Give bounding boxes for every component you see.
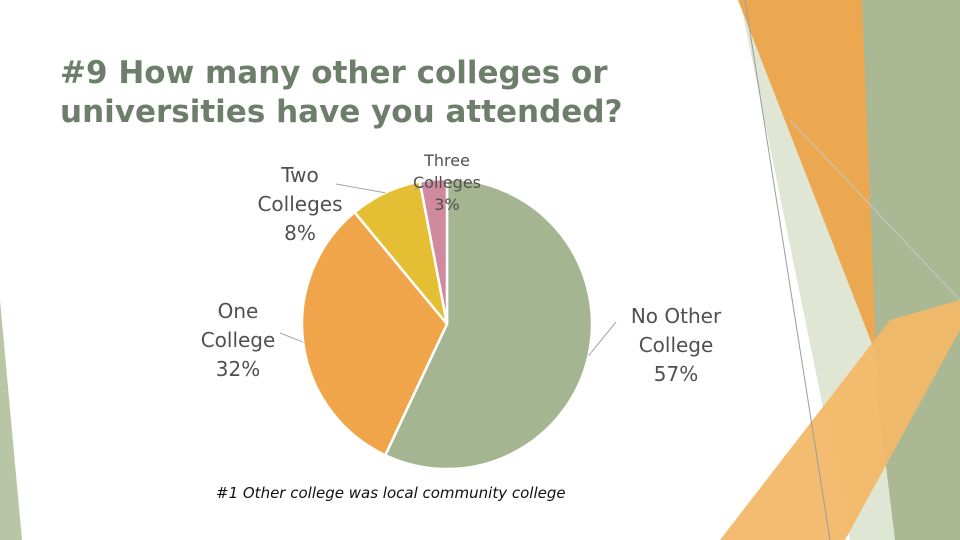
- label-line: Colleges: [257, 192, 343, 216]
- leader-line: [588, 321, 617, 356]
- slice-label-two-colleges: Two Colleges 8%: [250, 161, 350, 248]
- label-value: 32%: [215, 357, 261, 381]
- label-line: Colleges: [412, 173, 482, 192]
- label-line: Two: [281, 163, 319, 187]
- slice-label-no-other-college: No Other College 57%: [620, 302, 732, 389]
- label-line: College: [638, 333, 714, 357]
- pie-slice-three-colleges: [418, 177, 449, 325]
- decor-line: [789, 119, 960, 301]
- slice-label-one-college: One College 32%: [190, 297, 286, 384]
- left-edge-accent: [0, 300, 22, 540]
- leader-line: [413, 179, 434, 191]
- bottom-orange-strip: [720, 300, 960, 540]
- slice-label-three-colleges: Three Colleges 3%: [402, 150, 492, 216]
- label-line: Three: [424, 151, 470, 170]
- label-value: 3%: [434, 195, 460, 214]
- decor-line: [744, 0, 831, 540]
- label-value: 8%: [284, 221, 316, 245]
- title-line-1: #9 How many other colleges or: [60, 55, 608, 91]
- label-line: One: [217, 299, 259, 323]
- label-line: No Other: [630, 304, 722, 328]
- page-title: #9 How many other colleges or universiti…: [60, 54, 700, 132]
- leader-line: [279, 332, 304, 343]
- pie-slice-one-college: [300, 210, 449, 457]
- label-value: 57%: [653, 362, 699, 386]
- right-orange-panel: [738, 0, 890, 390]
- label-line: College: [200, 328, 276, 352]
- footnote: #1 Other college was local community col…: [216, 484, 566, 502]
- pie-slice-no-other-college: [383, 177, 594, 471]
- title-line-2: universities have you attended?: [60, 94, 623, 130]
- leader-line: [335, 183, 386, 194]
